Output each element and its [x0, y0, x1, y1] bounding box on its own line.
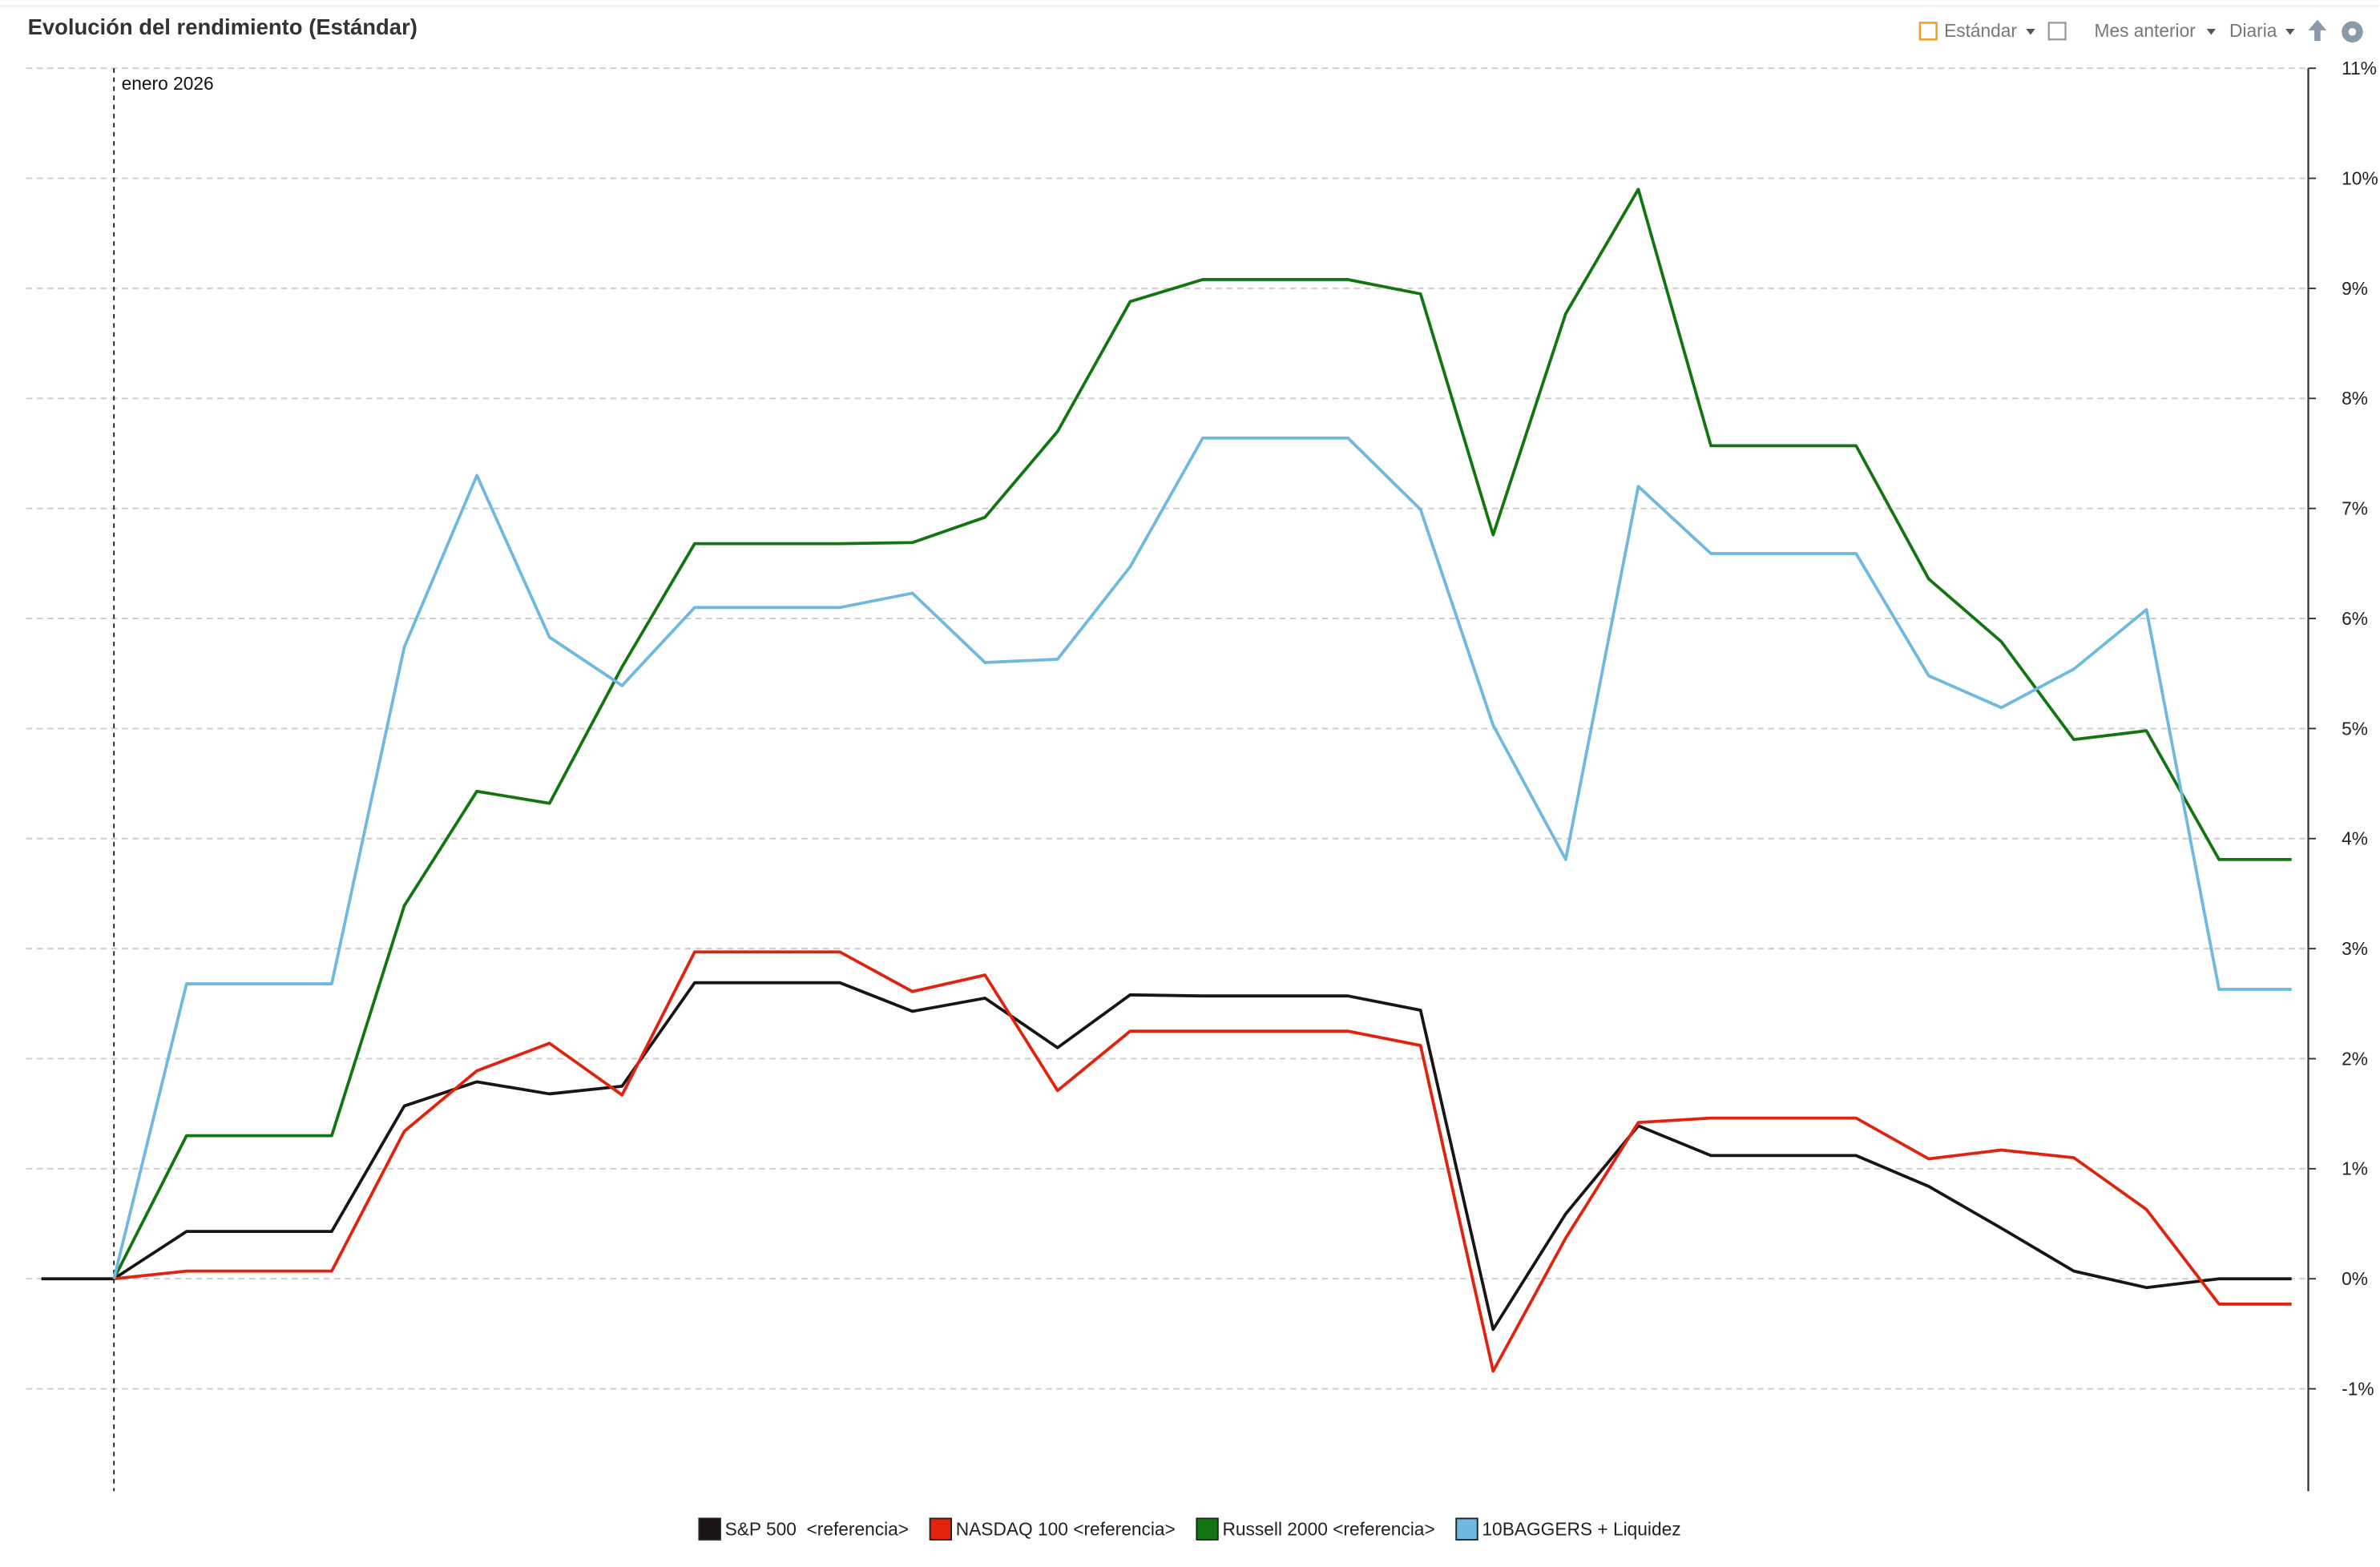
y-tick-label: 10%: [2342, 167, 2378, 188]
series-line: [112, 436, 2292, 1279]
y-tick-label: 6%: [2342, 608, 2368, 629]
y-tick-label: -1%: [2342, 1378, 2374, 1399]
control[interactable]: Mes anterior: [2095, 20, 2196, 41]
y-tick-label: 9%: [2342, 278, 2368, 299]
legend-label: NASDAQ 100 <referencia>: [956, 1519, 1176, 1540]
y-tick-label: 5%: [2342, 718, 2368, 739]
control[interactable]: Diaria: [2229, 20, 2277, 41]
legend-label: S&P 500 <referencia>: [725, 1519, 909, 1540]
legend: S&P 500 <referencia> NASDAQ 100 <referenc…: [698, 1517, 1681, 1541]
legend-swatch: [698, 1517, 721, 1541]
chart-title: Evolución del rendimiento (Estándar): [28, 14, 418, 39]
dropdown-arrow[interactable]: [2285, 28, 2295, 35]
series-line: [112, 187, 2292, 1280]
series-line: [41, 981, 2292, 1331]
window-icon[interactable]: [2047, 22, 2067, 41]
legend-swatch: [929, 1517, 953, 1541]
y-tick-label: 3%: [2342, 938, 2368, 959]
y-tick-label: 1%: [2342, 1158, 2368, 1179]
y-tick-label: 11%: [2342, 58, 2377, 79]
dropdown-arrow[interactable]: [2206, 28, 2217, 35]
y-tick-label: 7%: [2342, 498, 2368, 519]
y-tick-label: 0%: [2342, 1268, 2368, 1289]
period-label: enero 2026: [122, 73, 214, 94]
dropdown-arrow[interactable]: [2026, 28, 2035, 35]
settings-icon-hole: [2348, 28, 2357, 36]
export-icon[interactable]: [2308, 19, 2327, 42]
y-tick-label: 8%: [2342, 388, 2368, 409]
y-tick-label: 4%: [2342, 828, 2368, 849]
legend-label: 10BAGGERS + Liquidez: [1482, 1519, 1680, 1540]
calendar-icon[interactable]: [1918, 22, 1938, 41]
control[interactable]: Estándar: [1944, 20, 2017, 41]
y-tick-label: 2%: [2342, 1048, 2368, 1069]
series-line: [113, 950, 2292, 1373]
legend-swatch: [1455, 1517, 1478, 1541]
legend-label: Russell 2000 <referencia>: [1223, 1519, 1435, 1540]
legend-swatch: [1196, 1517, 1219, 1541]
toolbar: Estándar Mes anterior Diaria: [1918, 19, 2363, 43]
